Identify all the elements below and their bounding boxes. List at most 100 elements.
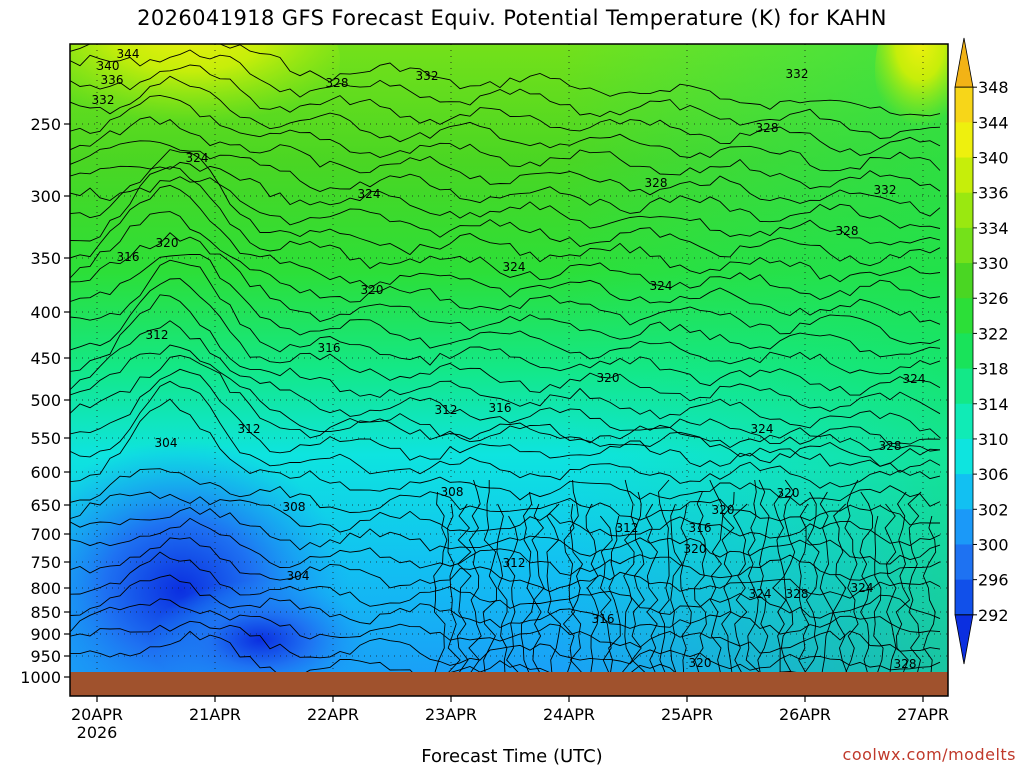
y-tick-label: 800: [30, 579, 61, 598]
contour-line: [844, 479, 859, 696]
y-axis: 250 300 350 400 450 500 550 600 650 700 750 800 850 9…: [20, 115, 70, 687]
contour-line: [608, 515, 621, 696]
contour-line: [70, 468, 940, 526]
colorbar-label: 336: [978, 184, 1009, 203]
contour-line: [804, 491, 820, 696]
contour-label: 328: [894, 657, 917, 671]
contour-label: 328: [326, 76, 349, 90]
contour-label: 320: [361, 283, 384, 297]
y-tick-label: 350: [30, 249, 61, 268]
contour-label: 320: [712, 503, 735, 517]
contour-line: [922, 515, 937, 696]
y-tick-label: 700: [30, 525, 61, 544]
colorbar-label: 306: [978, 465, 1009, 484]
colorbar-label: 314: [978, 395, 1009, 414]
contour-line: [798, 503, 810, 696]
y-tick-label: 750: [30, 553, 61, 572]
contour-label: 320: [684, 542, 707, 556]
contour-label: 328: [756, 121, 779, 135]
contour-label: 320: [777, 486, 800, 500]
contour-label: 324: [503, 260, 526, 274]
colorbar-swatch: [955, 438, 973, 475]
colorbar-label: 292: [978, 606, 1009, 625]
colorbar-label: 310: [978, 430, 1009, 449]
contour-line: [733, 503, 748, 696]
contour-label: 328: [836, 224, 859, 238]
contour-label: 328: [786, 587, 809, 601]
watermark: coolwx.com/modelts: [842, 745, 1016, 764]
contour-line: [70, 253, 941, 375]
contour-label: 320: [689, 656, 712, 670]
colorbar-label: 340: [978, 149, 1009, 168]
contour-label: 340: [97, 59, 120, 73]
contour-line: [70, 368, 941, 468]
x-tick-label: 22APR: [307, 705, 359, 724]
contour-line: [447, 503, 461, 696]
contour-line: [721, 491, 735, 696]
contour-label: 316: [318, 341, 341, 355]
contour-line: [70, 491, 941, 547]
x-tick-label: 20APR: [71, 705, 123, 724]
contour-line: [70, 166, 941, 300]
contour-label: 312: [435, 403, 458, 417]
contour-line: [433, 491, 448, 696]
contour-line: [70, 211, 941, 345]
y-tick-label: 500: [30, 391, 61, 410]
y-tick-label: 950: [30, 647, 61, 666]
contour-label: 308: [441, 485, 464, 499]
colorbar-swatch: [955, 227, 973, 264]
contour-line: [907, 491, 922, 696]
contour-label: 304: [287, 569, 310, 583]
y-tick-label: 900: [30, 625, 61, 644]
contour-line: [599, 515, 613, 696]
colorbar-label: 326: [978, 289, 1009, 308]
contour-line: [895, 491, 911, 696]
contour-label: 320: [156, 236, 179, 250]
colorbar-label: 302: [978, 500, 1009, 519]
contour-line: [645, 503, 659, 696]
y-tick-label: 850: [30, 603, 61, 622]
contour-line: [780, 479, 796, 696]
contour-label: 328: [645, 176, 668, 190]
colorbar-swatch: [955, 157, 973, 194]
contour-label: 316: [689, 521, 712, 535]
y-tick-label: 300: [30, 187, 61, 206]
contour-line: [70, 176, 941, 267]
contour-line: [70, 598, 941, 654]
x-axis: 20APR 21APR 22APR 23APR 24APR 25APR 26APR 27APR…: [71, 696, 949, 742]
contour-line: [70, 49, 941, 139]
contour-label: 328: [879, 439, 902, 453]
contour-line: [745, 479, 760, 696]
contour-line: [70, 116, 941, 217]
y-tick-label: 1000: [20, 668, 61, 687]
contour-line: [70, 620, 941, 671]
y-tick-label: 250: [30, 115, 61, 134]
contour-line: [70, 184, 941, 325]
contour-line: [70, 140, 941, 229]
ground-surface: [70, 672, 948, 696]
contour-line: [873, 515, 884, 696]
contour-label: 316: [117, 250, 140, 264]
x-tick-label: 25APR: [661, 705, 713, 724]
colorbar: 348 344 340 336 334 330 326 322 318 314 310 306 302 3…: [954, 37, 1009, 665]
colorbar-swatch: [955, 192, 973, 229]
contour-line: [819, 491, 834, 696]
contour-line: [70, 294, 941, 439]
contour-line: [70, 161, 941, 246]
contour-line: [694, 491, 708, 696]
contour-label: 332: [786, 67, 809, 81]
colorbar-label: 318: [978, 360, 1009, 379]
colorbar-swatch: [955, 263, 973, 299]
contour-label: 320: [597, 371, 620, 385]
contour-line: [70, 517, 941, 581]
contour-line: [70, 380, 941, 489]
contour-line: [70, 44, 941, 117]
contour-label: 304: [155, 436, 178, 450]
colorbar-frame: [954, 86, 974, 616]
x-tick-label: 23APR: [425, 705, 477, 724]
contour-line: [70, 278, 941, 415]
contour-line: [832, 503, 848, 696]
y-tick-label: 650: [30, 496, 61, 515]
y-tick-label: 550: [30, 429, 61, 448]
